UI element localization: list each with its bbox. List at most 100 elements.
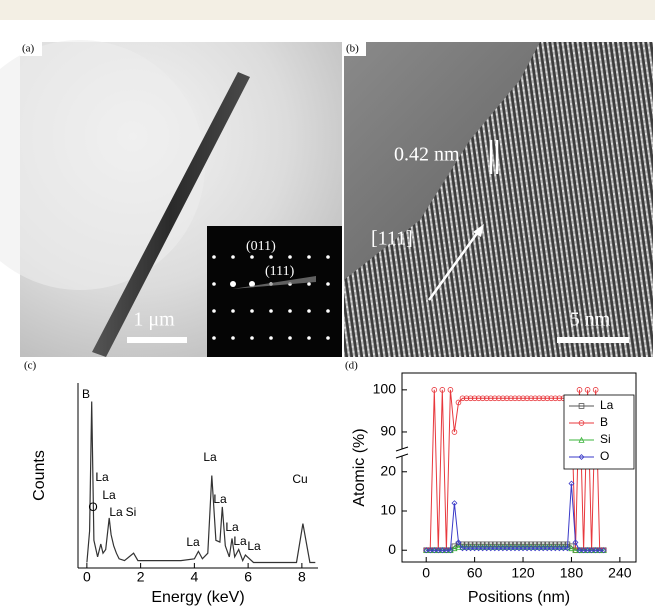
peak-label: B (82, 387, 90, 401)
spot (230, 281, 236, 287)
marker (584, 387, 591, 393)
marker (483, 545, 490, 552)
beam-stop (232, 276, 316, 289)
marker (532, 395, 538, 402)
x-tick-label: 6 (244, 569, 252, 585)
peak-label: La (233, 534, 247, 548)
marker (536, 395, 542, 402)
y-tick-label: 100 (373, 381, 397, 397)
spacing-label: 0.42 nm (394, 144, 460, 166)
legend-marker (578, 403, 585, 409)
y-axis-label: Counts (31, 450, 48, 501)
marker (467, 545, 474, 552)
legend-marker (578, 436, 585, 443)
marker (447, 387, 454, 393)
marker (427, 547, 434, 554)
marker (584, 547, 591, 554)
spot (212, 336, 216, 340)
x-tick-label: 60 (467, 565, 483, 581)
spot (250, 309, 254, 313)
peak-label: La (203, 450, 217, 464)
marker (540, 545, 547, 552)
peak-label: La (225, 520, 239, 534)
spectrum-line (86, 401, 316, 564)
legend-label: La (600, 398, 614, 412)
marker (451, 500, 458, 507)
marker (471, 395, 478, 402)
marker (568, 480, 575, 487)
y-tick-label: 0 (388, 541, 396, 557)
inset-label: (011) (246, 239, 276, 254)
peak-label: La (213, 492, 227, 506)
marker (511, 545, 518, 552)
marker (592, 547, 599, 554)
marker (487, 545, 494, 552)
marker (528, 395, 534, 402)
y-tick-label: 90 (380, 423, 396, 439)
panel-label: (c) (24, 360, 37, 372)
inset-label: (111) (265, 264, 295, 279)
marker (487, 395, 494, 402)
marker (572, 539, 579, 546)
scale-bar (557, 337, 629, 343)
marker (491, 545, 498, 552)
spot (212, 282, 216, 286)
marker (532, 545, 539, 552)
panel-label: (d) (345, 360, 358, 372)
marker (516, 395, 522, 402)
marker (556, 545, 563, 552)
marker (576, 547, 583, 554)
marker (507, 545, 514, 552)
marker (491, 395, 498, 402)
marker (475, 395, 482, 402)
plot-frame (401, 372, 637, 563)
marker (552, 545, 559, 552)
label-bg (344, 42, 366, 56)
spot (288, 255, 292, 259)
x-tick-label: 240 (608, 565, 632, 581)
peak-label: Cu (292, 472, 307, 486)
y-tick-label: 10 (380, 502, 396, 518)
marker (451, 429, 458, 435)
series-line (426, 483, 604, 551)
peak-label: La (95, 470, 109, 484)
spot (307, 309, 311, 313)
x-tick-label: 180 (560, 565, 584, 581)
peak-label: La (186, 535, 200, 549)
legend-marker (578, 420, 585, 426)
diffraction-inset (207, 226, 342, 357)
x-tick-label: 120 (511, 565, 535, 581)
marker (455, 539, 462, 546)
marker (455, 543, 462, 550)
peak-label: La (247, 539, 261, 553)
marker (540, 395, 547, 402)
marker (588, 547, 595, 554)
spot (326, 309, 330, 313)
legend-label: B (600, 415, 608, 429)
arrow-head (473, 224, 484, 237)
marker (455, 399, 462, 406)
marker (499, 545, 506, 552)
marker (471, 545, 478, 552)
peak-label: Si (126, 505, 137, 519)
x-axis-label: Energy (keV) (151, 589, 244, 606)
marker (596, 547, 603, 554)
x-tick-label: 0 (83, 569, 91, 585)
marker (528, 545, 535, 552)
scale-bar-label: 1 μm (133, 309, 175, 331)
marker (544, 545, 551, 552)
header-band (0, 0, 655, 20)
spot (288, 309, 292, 313)
axis-break-gap (398, 449, 406, 456)
marker (495, 545, 502, 552)
marker (459, 545, 466, 552)
marker (524, 395, 530, 402)
marker (475, 545, 482, 552)
lattice (344, 42, 653, 357)
marker (556, 395, 563, 402)
spot (212, 309, 216, 313)
marker (548, 395, 555, 402)
spot (288, 336, 292, 340)
axis-break (395, 453, 409, 459)
marker (463, 395, 470, 402)
